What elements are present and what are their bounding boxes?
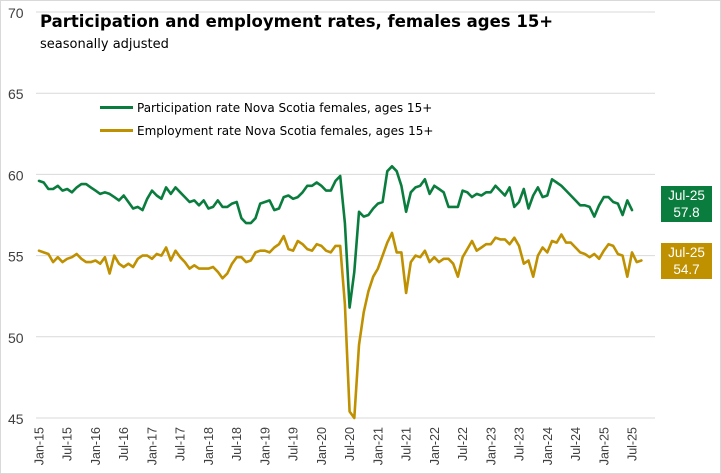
x-tick-label: Jul-20 xyxy=(343,427,357,461)
x-tick-label: Jan-22 xyxy=(428,427,442,465)
legend-label-participation: Participation rate Nova Scotia females, … xyxy=(137,100,433,115)
x-tick-label: Jul-17 xyxy=(174,427,188,461)
end-label-value: 57.8 xyxy=(673,205,700,220)
legend: Participation rate Nova Scotia females, … xyxy=(100,96,433,142)
y-tick-label: 50 xyxy=(8,330,24,346)
legend-label-employment: Employment rate Nova Scotia females, age… xyxy=(137,123,434,138)
x-tick-label: Jan-15 xyxy=(33,427,47,465)
y-axis-ticks: 45 50 55 60 65 70 xyxy=(8,5,24,427)
x-tick-label: Jul-15 xyxy=(61,427,75,461)
x-tick-label: Jan-19 xyxy=(258,427,272,465)
x-tick-label: Jan-17 xyxy=(145,427,159,465)
x-axis-ticks: Jan-15 Jul-15 Jan-16 Jul-16 Jan-17 Jul-17 Jan-… xyxy=(33,427,640,465)
end-label-employment: Jul-25 54.7 xyxy=(661,243,712,279)
y-tick-label: 65 xyxy=(8,86,24,102)
end-label-period: Jul-25 xyxy=(668,188,705,203)
legend-swatch-employment xyxy=(100,129,133,132)
participation-rate-line xyxy=(37,165,634,309)
x-tick-label: Jan-16 xyxy=(89,427,103,465)
series-lines xyxy=(37,165,643,420)
legend-item-participation: Participation rate Nova Scotia females, … xyxy=(100,96,433,119)
x-tick-label: Jul-23 xyxy=(513,427,527,461)
end-label-participation: Jul-25 57.8 xyxy=(661,186,712,222)
x-tick-label: Jan-21 xyxy=(371,427,385,465)
legend-swatch-participation xyxy=(100,106,133,109)
x-tick-label: Jul-25 xyxy=(626,427,640,461)
chart-title: Participation and employment rates, fema… xyxy=(40,12,554,31)
employment-rate-line xyxy=(37,231,643,420)
legend-item-employment: Employment rate Nova Scotia females, age… xyxy=(100,119,433,142)
x-tick-label: Jul-21 xyxy=(400,427,414,461)
y-tick-label: 55 xyxy=(8,249,24,265)
x-tick-label: Jan-18 xyxy=(202,427,216,465)
x-tick-label: Jan-23 xyxy=(484,427,498,465)
x-tick-label: Jul-24 xyxy=(569,427,583,461)
chart-subtitle: seasonally adjusted xyxy=(40,37,169,52)
y-tick-label: 70 xyxy=(8,5,24,21)
y-tick-label: 45 xyxy=(8,411,24,427)
end-label-period: Jul-25 xyxy=(668,245,705,260)
x-tick-label: Jul-22 xyxy=(456,427,470,461)
x-tick-label: Jan-24 xyxy=(541,427,555,465)
x-tick-label: Jul-19 xyxy=(287,427,301,461)
x-tick-label: Jan-25 xyxy=(597,427,611,465)
x-tick-label: Jul-16 xyxy=(117,427,131,461)
x-tick-label: Jan-20 xyxy=(315,427,329,465)
gridlines xyxy=(36,11,655,419)
x-tick-label: Jul-18 xyxy=(230,427,244,461)
y-tick-label: 60 xyxy=(8,167,24,183)
end-label-value: 54.7 xyxy=(673,262,700,277)
